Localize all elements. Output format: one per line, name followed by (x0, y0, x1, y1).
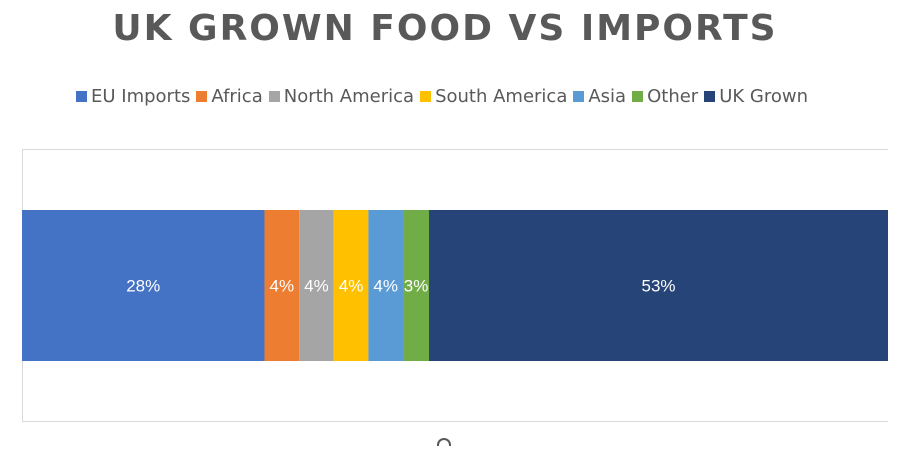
legend-item: Other (632, 86, 698, 107)
data-label: 53% (641, 277, 675, 296)
bar-segment (403, 210, 430, 361)
legend-swatch (268, 91, 280, 102)
legend-swatch (573, 91, 585, 102)
legend-label: EU Imports (91, 86, 191, 107)
chart-title: UK GROWN FOOD VS IMPORTS (112, 8, 778, 49)
data-label: 4% (339, 277, 364, 296)
legend-swatch (196, 91, 208, 102)
legend-label: North America (283, 86, 415, 107)
data-label: 3% (404, 277, 429, 296)
legend-label: Africa (211, 86, 263, 107)
bar-segment (264, 210, 300, 361)
legend-item: North America (268, 86, 415, 107)
bar-segment (429, 210, 888, 361)
legend-label: UK Grown (719, 86, 808, 107)
legend-item: South America (420, 86, 567, 107)
legend-item: UK Grown (704, 86, 808, 107)
data-label: 4% (373, 277, 398, 296)
legend-label: South America (435, 86, 568, 107)
bar-segment (368, 210, 404, 361)
data-label: 4% (304, 277, 329, 296)
bar-segment (333, 210, 369, 361)
legend-item: Africa (196, 86, 263, 107)
legend-swatch (632, 91, 644, 102)
legend-item: Asia (573, 86, 626, 107)
legend-swatch (76, 91, 87, 102)
legend-item: EU Imports (76, 86, 190, 107)
chart-legend: EU Imports Africa North America South Ameri… (0, 86, 890, 107)
legend-label: Other (647, 86, 699, 107)
bar-segment (299, 210, 334, 361)
legend-swatch (420, 91, 432, 102)
bar-segment (22, 210, 265, 361)
legend-swatch (704, 91, 716, 102)
data-label: 28% (126, 277, 160, 296)
data-label: 4% (270, 277, 295, 296)
legend-label: Asia (588, 86, 627, 107)
axis-label-fragment (437, 438, 451, 446)
